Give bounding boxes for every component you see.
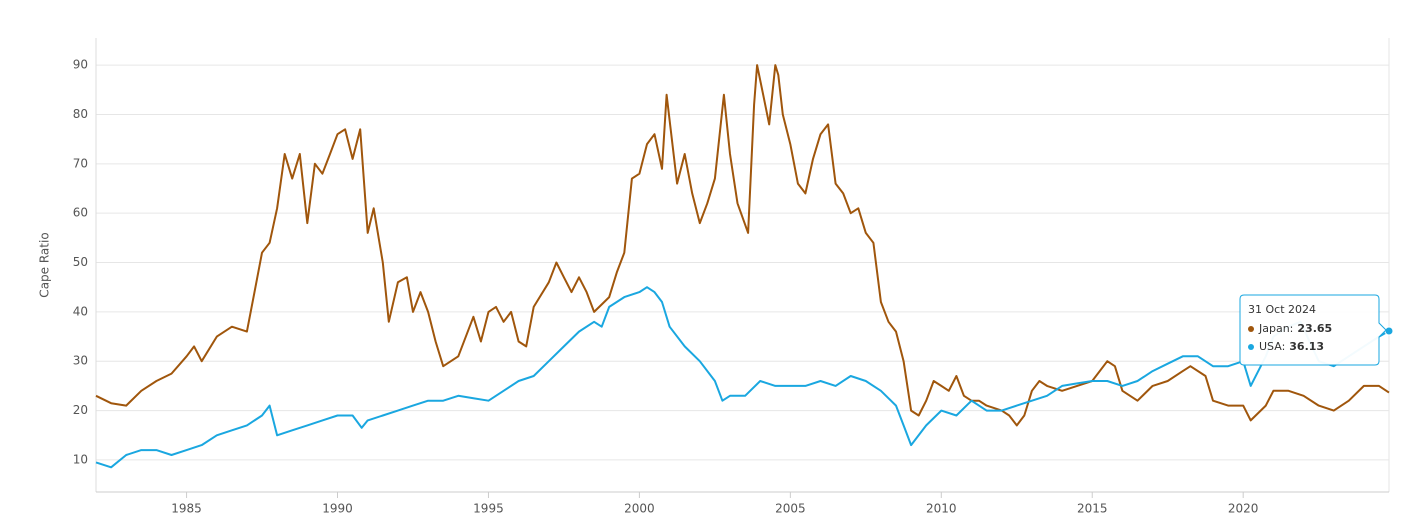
y-tick-label: 80 bbox=[73, 107, 88, 121]
y-tick-label: 70 bbox=[73, 156, 88, 170]
tooltip-box bbox=[1239, 294, 1387, 366]
y-tick-label: 90 bbox=[73, 58, 88, 72]
y-tick-label: 60 bbox=[73, 206, 88, 220]
tooltip-dot bbox=[1248, 326, 1254, 332]
tooltip: 31 Oct 2024 Japan: 23.65 USA: 36.13 bbox=[1239, 294, 1387, 366]
series-line bbox=[95, 64, 1390, 427]
series-line bbox=[95, 286, 1390, 469]
y-tick-label: 50 bbox=[73, 255, 88, 269]
x-tick-label: 2015 bbox=[1077, 502, 1108, 516]
hover-marker bbox=[1384, 326, 1394, 336]
x-tick-label: 2000 bbox=[624, 502, 655, 516]
tooltip-dot bbox=[1248, 344, 1254, 350]
x-tick-label: 2020 bbox=[1228, 502, 1259, 516]
x-tick-label: 2010 bbox=[926, 502, 957, 516]
x-tick-label: 1995 bbox=[473, 502, 504, 516]
x-tick-label: 2005 bbox=[775, 502, 806, 516]
y-tick-label: 40 bbox=[73, 304, 88, 318]
tooltip-label: USA: bbox=[1259, 340, 1285, 353]
tooltip-date: 31 Oct 2024 bbox=[1248, 303, 1316, 316]
tooltip-item: USA: 36.13 bbox=[1259, 340, 1324, 353]
y-tick-label: 10 bbox=[73, 452, 88, 466]
tooltip-value: 36.13 bbox=[1289, 340, 1324, 353]
y-axis-label: Cape Ratio bbox=[38, 232, 52, 297]
tooltip-label: Japan: bbox=[1258, 322, 1293, 335]
x-tick-label: 1990 bbox=[322, 502, 353, 516]
y-tick-label: 20 bbox=[73, 403, 88, 417]
x-tick-label: 1985 bbox=[171, 502, 202, 516]
y-tick-label: 30 bbox=[73, 354, 88, 368]
tooltip-item: Japan: 23.65 bbox=[1258, 322, 1332, 335]
tooltip-value: 23.65 bbox=[1297, 322, 1332, 335]
